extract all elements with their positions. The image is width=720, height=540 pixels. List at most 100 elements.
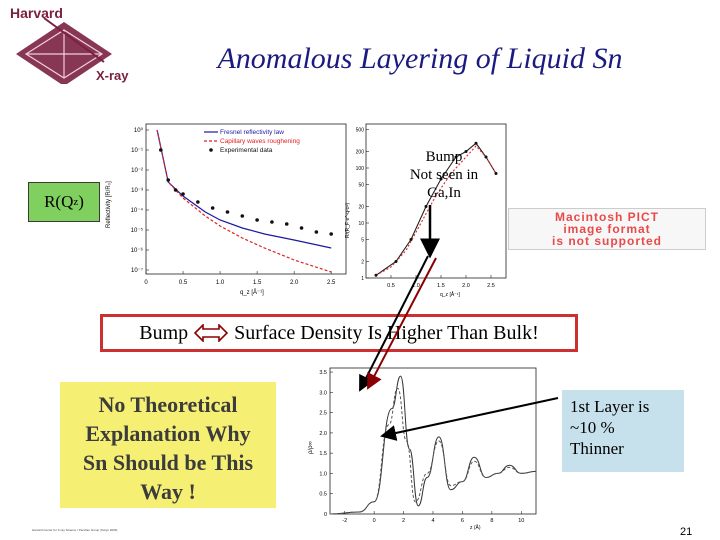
pict-line: is not supported [552, 234, 662, 248]
bump-statement: Bump Surface Density Is Higher Than Bulk… [100, 314, 578, 352]
plot1-y-tick-label: 10⁻³ [131, 188, 143, 194]
bump-to-density-arrow-red [367, 257, 437, 390]
plot3-y-tick-label: 1.0 [319, 471, 327, 477]
plot2-y-tick-label: 200 [356, 149, 365, 155]
plot3-y-tick-label: 0 [324, 512, 327, 518]
plot2-data-point [474, 141, 478, 145]
plot3-frame [329, 367, 537, 515]
plot2-x-axis-label: q_z [Å⁻¹] [440, 291, 460, 298]
plot2-y-tick-label: 20 [358, 204, 364, 210]
plot3-y-tick-label: 3.0 [319, 390, 327, 396]
plot1-data-point [210, 206, 215, 210]
plot1-y-tick-label: 10⁻⁴ [131, 207, 144, 214]
plot2-y-axis-label: R/(R_F e^-q²σ²) [345, 203, 351, 238]
page-number: 21 [680, 526, 693, 538]
harvard-xray-logo: Harvard X-ray [4, 4, 154, 86]
plot1-x-tick-label: 1.0 [216, 280, 225, 286]
reflectivity-chart: 10⁰ 10⁻¹ 10⁻² 10⁻³ 10⁻⁴ 10⁻⁵ 10⁻⁶ 10⁻⁷ 0 0.5 1.0 1… [106, 123, 347, 296]
plot1-x-tick-label: 2.0 [290, 280, 299, 286]
rqz-label-end: ) [78, 192, 84, 211]
plot2-x-tick-label: 1.5 [437, 283, 445, 289]
plot2-y-tick-label: 500 [356, 128, 365, 134]
plot3-series-line [329, 387, 537, 515]
no-theory-line: Explanation Why [85, 421, 251, 446]
plot2-data-point [454, 155, 458, 159]
plot1-data-point [240, 214, 245, 218]
bump-to-density-arrow [359, 255, 429, 392]
page-title: Anomalous Layering of Liquid Sn [217, 42, 623, 75]
rqz-label: R(Q z) [28, 182, 100, 222]
plot1-legend-label: Experimental data [220, 147, 273, 154]
density-profile-chart: 0 0.5 1.0 1.5 2.0 2.5 3.0 3.5 -2 0 2 4 6 8 10 ρ/ρ∞ z … [308, 367, 537, 531]
plot1-x-tick-label: 2.5 [327, 280, 336, 286]
plot1-x-tick-label: 1.5 [253, 280, 262, 286]
layer-pointer-arrow [380, 397, 559, 441]
plot1-y-tick-label: 10⁻⁷ [131, 267, 143, 274]
plot1-data-point [314, 230, 319, 234]
bump-note: Bump Not seen in Ga,In [394, 148, 494, 202]
plot2-data-point [484, 155, 488, 159]
plot2-y-tick-label: 1 [361, 276, 364, 282]
statement-left: Bump [139, 321, 189, 344]
plot1-data-point [173, 188, 178, 192]
plot2-series-line [375, 145, 497, 276]
plot1-data-point [166, 178, 171, 182]
pict-line: Macintosh PICT [554, 210, 659, 224]
plot3-x-tick-label: 4 [431, 518, 434, 524]
plot1-x-axis-label: q_z [Å⁻¹] [240, 289, 264, 296]
plot2-y-tick-label: 100 [356, 166, 365, 172]
plot2-data-point [424, 205, 428, 208]
bump-note-line: Bump [425, 149, 463, 165]
plot3-x-tick-label: 0 [373, 518, 376, 524]
no-theory-callout: No Theoretical Explanation Why Sn Should… [60, 382, 276, 508]
plot1-legend-swatch [209, 148, 213, 152]
logo-shield-icon: Harvard X-ray [10, 5, 129, 86]
plot1-data-point [225, 210, 230, 214]
plot1-data-point [255, 218, 259, 222]
layer-line: Thinner [570, 439, 624, 458]
bump-note-line: Not seen in [409, 167, 479, 183]
plot2-y-tick-label: 5 [361, 238, 364, 244]
bump-note-line: Ga,In [427, 185, 461, 201]
plot2-data-point [409, 238, 413, 241]
plot3-y-tick-label: 1.5 [319, 451, 327, 457]
plot3-y-tick-label: 2.5 [319, 411, 327, 417]
layer-line: ~10 % [570, 418, 615, 437]
plot1-y-tick-label: 10⁻¹ [131, 148, 143, 154]
plot1-series-line [156, 129, 332, 249]
plot1-y-axis-label: Reflectivity [R/R₀] [106, 181, 112, 228]
plot2-y-tick-label: 2 [361, 259, 364, 265]
plot2-data-point [394, 260, 398, 263]
plot3-x-axis-label: z (Å) [470, 524, 481, 531]
double-arrow-icon [194, 324, 229, 342]
no-theory-line: Way ! [140, 479, 196, 504]
plot3-x-tick-label: 6 [461, 518, 464, 524]
plot1-y-tick-label: 10⁻⁵ [131, 227, 144, 234]
plot2-series-line [375, 142, 497, 276]
plot1-data-point [299, 226, 304, 230]
plot3-x-tick-label: 2 [402, 518, 405, 524]
unsupported-image-placeholder: Macintosh PICT image format is not suppo… [508, 208, 706, 250]
plot3-y-tick-label: 3.5 [319, 370, 327, 376]
plot2-y-tick-label: 50 [358, 183, 364, 189]
plot2-x-tick-label: 2.0 [462, 283, 470, 289]
plot2-x-tick-label: 2.5 [487, 283, 495, 289]
plot2-data-point [464, 150, 468, 153]
plot1-data-point [329, 232, 333, 236]
logo-line2: X-ray [96, 68, 129, 83]
plot1-y-tick-label: 10⁻² [131, 168, 143, 174]
plot1-y-tick-label: 10⁰ [134, 127, 144, 134]
plot3-x-tick-label: 10 [518, 518, 524, 524]
plot3-y-tick-label: 0.5 [319, 492, 327, 498]
no-theory-line: No Theoretical [98, 392, 238, 417]
statement-right: Surface Density Is Higher Than Bulk! [234, 321, 539, 344]
plot3-y-tick-label: 2.0 [319, 431, 327, 437]
plot1-data-point [270, 220, 274, 224]
plot2-data-point [439, 177, 443, 181]
plot1-y-tick-label: 10⁻⁶ [131, 247, 144, 254]
layer-callout: 1st Layer is ~10 % Thinner [562, 390, 684, 472]
plot2-y-tick-label: 10 [358, 221, 364, 227]
rqz-label-main: R(Q [44, 192, 74, 211]
plot1-data-point [159, 148, 163, 152]
